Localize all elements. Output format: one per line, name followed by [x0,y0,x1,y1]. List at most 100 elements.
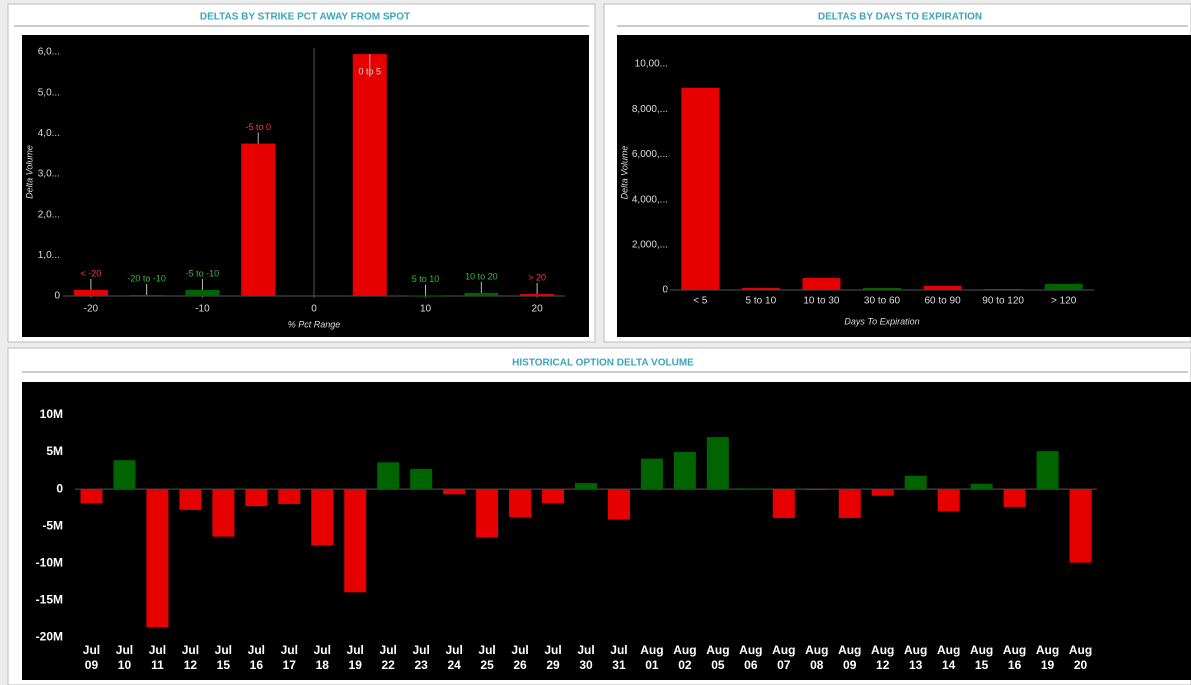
y-tick-label: 10M [40,407,63,421]
bar [212,489,235,537]
bar [772,489,795,519]
y-tick-label: 0 [662,285,668,296]
x-tick-label: 90 to 120 [982,296,1024,307]
chart-title: HISTORICAL OPTION DELTA VOLUME [512,358,694,369]
bar [937,489,960,512]
x-tick-label: Jul 25 [478,643,495,672]
y-tick-label: -15M [36,593,63,607]
x-tick-label: -10 [195,304,210,315]
bar [443,489,466,495]
x-tick-label: Jul 18 [314,643,331,672]
y-axis-label: Delta Volume [24,145,34,199]
bar [741,287,780,290]
data-label: 10 to 20 [465,271,498,281]
bar [542,489,565,504]
bar [802,278,841,290]
x-tick-label: Aug 19 [1036,643,1059,672]
bar [146,489,169,628]
x-tick-label: Jul 17 [281,643,298,672]
x-tick-label: Aug 01 [640,643,663,672]
x-tick-label: 0 [311,304,317,315]
bar [607,489,630,520]
x-axis-label: Days To Expiration [844,316,919,326]
y-tick-label: 6,000,... [632,149,668,160]
x-tick-label: Jul 29 [544,643,561,672]
bar [113,460,136,490]
bar [377,462,400,490]
data-label: -5 to -10 [186,268,220,278]
bar [410,469,433,490]
x-tick-label: Jul 31 [610,643,627,672]
x-tick-label: Aug 13 [904,643,927,672]
bar [245,489,268,507]
bar [706,437,729,490]
x-tick-label: Jul 10 [116,643,133,672]
data-label: > 20 [528,272,546,282]
y-tick-label: 0 [56,481,63,495]
bar [311,489,334,546]
x-tick-label: Aug 16 [1003,643,1026,672]
bar [681,87,720,290]
x-tick-label: Aug 05 [706,643,729,672]
bar [352,54,387,297]
x-tick-label: Jul 26 [511,643,528,672]
x-tick-label: Aug 02 [673,643,696,672]
x-tick-label: 10 to 30 [803,296,840,307]
y-tick-label: -5M [42,518,63,532]
chart-title: DELTAS BY STRIKE PCT AWAY FROM SPOT [200,12,410,23]
y-tick-label: -20M [36,630,63,644]
data-label: -5 to 0 [245,122,271,132]
x-tick-label: Aug 15 [970,643,993,672]
bar [640,458,663,490]
bar [520,293,555,296]
y-tick-label: 0 [54,291,60,302]
x-tick-label: Aug 20 [1069,643,1092,672]
x-tick-label: Jul 23 [412,643,429,672]
data-label: 0 to 5 [359,66,382,76]
bar [179,489,202,510]
bar [509,489,532,518]
bar [1036,451,1059,490]
x-tick-label: Jul 19 [347,643,364,672]
x-tick-label: -20 [84,304,99,315]
y-tick-label: 10,00... [635,59,668,70]
bar [970,483,993,490]
y-tick-label: 5M [46,444,63,458]
x-tick-label: Aug 06 [739,643,762,672]
x-tick-label: 60 to 90 [924,296,961,307]
bar [185,289,220,296]
y-tick-label: -10M [36,556,63,570]
bar [739,488,762,490]
x-tick-label: Jul 16 [248,643,265,672]
data-label: < -20 [81,268,102,278]
y-tick-label: 6,0... [38,47,60,58]
x-axis-label: % Pct Range [288,319,341,329]
y-axis-label: Delta Volume [619,146,629,200]
bar [923,285,962,290]
x-tick-label: Aug 07 [772,643,795,672]
bar [1069,489,1092,563]
bar [129,294,164,296]
y-tick-label: 4,0... [38,128,60,139]
x-tick-label: Aug 08 [805,643,828,672]
bar [575,483,597,490]
data-label: 5 to 10 [412,274,440,284]
chart-title: DELTAS BY DAYS TO EXPIRATION [818,12,982,23]
x-tick-label: Jul 24 [445,643,462,672]
x-tick-label: Jul 09 [83,643,100,672]
bar [408,295,443,297]
x-tick-label: Aug 12 [871,643,894,672]
bar [805,489,828,491]
bar [838,489,861,519]
y-tick-label: 3,0... [38,169,60,180]
x-tick-label: Jul 30 [577,643,594,672]
bar [464,292,499,296]
bar [1003,489,1026,507]
x-tick-label: 20 [532,304,544,315]
bar [904,475,927,490]
x-tick-label: 30 to 60 [864,296,901,307]
bar [73,289,108,296]
bar [863,287,901,290]
x-tick-label: Aug 09 [838,643,861,672]
y-tick-label: 1,0... [38,250,60,261]
